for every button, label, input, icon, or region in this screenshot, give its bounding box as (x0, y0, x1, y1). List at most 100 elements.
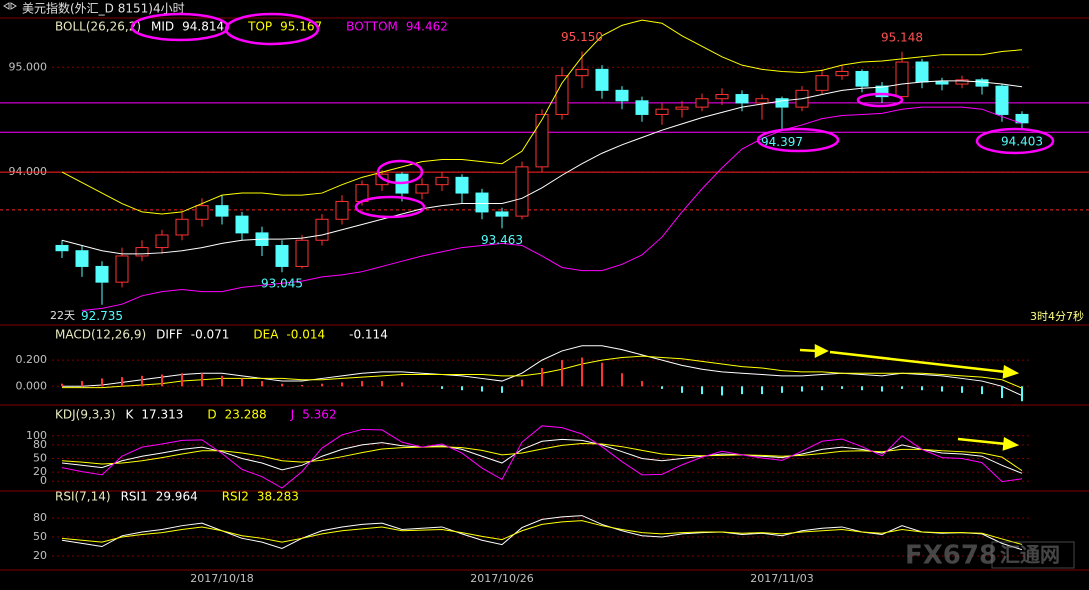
legend-name: TOP (247, 20, 272, 34)
y-tick-label: 0.000 (16, 379, 48, 392)
ellipse (376, 159, 424, 185)
legend-value: 5.362 (302, 408, 336, 422)
arrow-head (1002, 437, 1020, 451)
candle-body (195, 205, 209, 220)
y-tick-label: 80 (33, 438, 47, 451)
candle-body (575, 68, 589, 77)
extreme-label: 95.148 (881, 30, 923, 44)
legend-name: DEA (253, 328, 279, 342)
candle-body (515, 166, 529, 217)
ellipse (975, 127, 1055, 155)
candle-body (615, 89, 629, 102)
candle-body (275, 244, 289, 267)
indicator-line (61, 438, 1023, 474)
legend-name: RSI2 (222, 490, 249, 504)
countdown: 3时4分7秒 (1030, 309, 1084, 323)
candle-body (955, 79, 969, 85)
candle-body (855, 70, 869, 87)
annotation-ellipses (130, 12, 1055, 219)
candle-body (435, 176, 449, 186)
arrow (829, 350, 1007, 374)
y-tick-label: 80 (33, 511, 47, 524)
legend-name: RSI1 (121, 490, 148, 504)
watermark-box (991, 541, 1075, 569)
arrow (957, 437, 1007, 446)
legend-value: 94.814 (182, 20, 224, 34)
watermark-name: 汇通网 (1000, 543, 1060, 567)
candle-body (635, 100, 649, 115)
indicator-line (61, 520, 1023, 545)
panel-title: KDJ(9,3,3) (55, 408, 116, 422)
panel-title: MACD(12,26,9) (55, 328, 146, 342)
candle-body (915, 61, 929, 83)
x-tick-label: 2017/10/26 (470, 572, 533, 585)
candle-body (135, 247, 149, 257)
indicator-line (81, 106, 1023, 311)
y-tick-label: 50 (33, 530, 47, 543)
period-label: 22天 (50, 309, 75, 322)
candle-body (735, 94, 749, 104)
extreme-label: 95.150 (561, 30, 603, 44)
extreme-label: 94.403 (1001, 134, 1043, 148)
y-tick-label: 0 (40, 474, 47, 487)
legend-value: 38.283 (257, 490, 299, 504)
candle-body (235, 215, 249, 234)
arrow-head (1002, 365, 1020, 379)
legend-name: DIFF (156, 328, 183, 342)
y-tick-label: 95.000 (9, 60, 48, 73)
candle-body (95, 265, 109, 283)
indicator-line (62, 345, 1023, 397)
candle-body (655, 108, 669, 115)
x-tick-label: 2017/11/03 (750, 572, 813, 585)
candle-body (535, 113, 549, 168)
candle-body (895, 61, 909, 98)
y-tick-label: 0.200 (16, 353, 48, 366)
ellipse (224, 12, 320, 46)
arrow-head (814, 343, 829, 359)
extreme-label: 94.397 (761, 135, 803, 149)
ellipse (354, 195, 426, 219)
legend-name: D (207, 408, 216, 422)
candle-body (935, 81, 949, 85)
panel-title: RSI(7,14) (55, 490, 111, 504)
extreme-label: 93.045 (261, 277, 303, 291)
legend-value: 17.313 (141, 408, 183, 422)
candle-body (415, 184, 429, 194)
extreme-label: 93.463 (481, 233, 523, 247)
legend-name: MID (151, 20, 174, 34)
legend-value: -0.114 (349, 328, 388, 342)
extreme-label: 92.735 (81, 309, 123, 323)
candle-body (155, 234, 169, 249)
ellipse (130, 12, 230, 42)
y-tick-label: 100 (26, 429, 47, 442)
candle-body (595, 68, 609, 91)
candle-body (295, 239, 309, 267)
y-tick-label: 20 (33, 549, 47, 562)
candle-body (875, 85, 889, 98)
legend-value: 95.167 (280, 20, 322, 34)
indicator-line (61, 80, 1023, 255)
nav-icon[interactable] (3, 2, 17, 10)
candle-body (335, 200, 349, 220)
indicator-line (61, 19, 1023, 215)
candle-body (75, 250, 89, 267)
candle-body (495, 211, 509, 217)
candle-body (315, 218, 329, 241)
candle-body (675, 106, 689, 110)
legend-value: 23.288 (225, 408, 267, 422)
candle-body (1015, 113, 1029, 124)
legend-name: K (126, 408, 135, 422)
panel-title: BOLL(26,26,2) (55, 20, 141, 34)
y-tick-label: 50 (33, 451, 47, 464)
candle-body (555, 75, 569, 115)
watermark-brand: FX678 (905, 541, 997, 571)
candle-body (715, 94, 729, 100)
legend-value: 29.964 (156, 490, 198, 504)
legend-name: BOTTOM (346, 20, 398, 34)
candle-body (115, 255, 129, 283)
candle-body (975, 79, 989, 87)
